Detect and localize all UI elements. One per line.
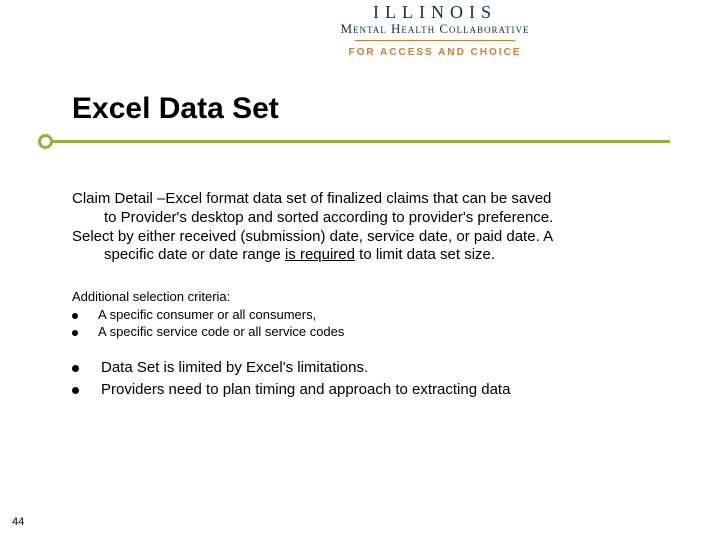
logo-line-illinois: ILLINOIS: [290, 2, 580, 23]
page-number: 44: [12, 516, 24, 528]
bullet-icon: [72, 387, 79, 394]
note-text-1: Data Set is limited by Excel's limitatio…: [101, 358, 368, 378]
criteria-text-1: A specific consumer or all consumers,: [98, 306, 316, 324]
org-logo: ILLINOIS Mental Health Collaborative FOR…: [290, 2, 580, 58]
note-item-1: Data Set is limited by Excel's limitatio…: [72, 358, 662, 378]
logo-tagline: FOR ACCESS AND CHOICE: [290, 47, 580, 58]
intro-line4-wrap: specific date or date range is required …: [72, 246, 662, 265]
logo-line-collaborative: Mental Health Collaborative: [290, 21, 580, 37]
intro-line4-underlined: is required: [285, 246, 355, 263]
criteria-text-2: A specific service code or all service c…: [98, 323, 344, 341]
criteria-block: Additional selection criteria: A specifi…: [72, 288, 662, 341]
title-underline: [50, 140, 670, 143]
logo-divider: [355, 40, 515, 41]
intro-paragraph: Claim Detail –Excel format data set of f…: [72, 190, 662, 265]
notes-block: Data Set is limited by Excel's limitatio…: [72, 358, 662, 403]
intro-line1: Claim Detail –Excel format data set of f…: [72, 190, 551, 207]
bullet-icon: [72, 330, 78, 336]
intro-line4b: to limit data set size.: [355, 246, 495, 263]
criteria-item-2: A specific service code or all service c…: [72, 323, 662, 341]
intro-line4a: specific date or date range: [104, 246, 285, 263]
bullet-icon: [72, 365, 79, 372]
note-item-2: Providers need to plan timing and approa…: [72, 380, 662, 400]
bullet-icon: [72, 313, 78, 319]
title-dot-icon: [38, 134, 53, 149]
intro-line2: to Provider's desktop and sorted accordi…: [72, 209, 662, 228]
criteria-heading: Additional selection criteria:: [72, 288, 662, 306]
note-text-2: Providers need to plan timing and approa…: [101, 380, 510, 400]
slide-title: Excel Data Set: [72, 92, 279, 126]
criteria-item-1: A specific consumer or all consumers,: [72, 306, 662, 324]
intro-line3: Select by either received (submission) d…: [72, 228, 553, 245]
